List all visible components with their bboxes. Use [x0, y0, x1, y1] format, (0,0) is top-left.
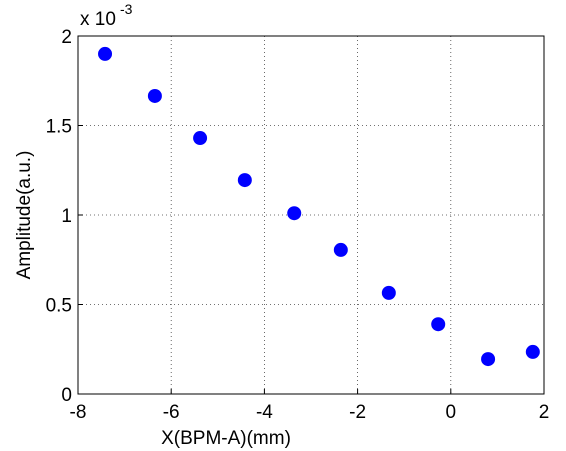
y-tick-label: 2 [61, 27, 72, 48]
point [237, 173, 252, 188]
x-tick-label: -2 [349, 402, 366, 423]
point [525, 344, 540, 359]
y-multiplier: x 10 [80, 9, 116, 30]
y-tick-label: 0 [61, 385, 72, 406]
y-tick-label: 0.5 [46, 296, 72, 317]
plot-frame [77, 35, 545, 395]
point [193, 131, 208, 146]
x-tick-label: -6 [163, 402, 180, 423]
x-tick-label: -8 [70, 402, 87, 423]
x-tick-label: -4 [256, 402, 273, 423]
point [381, 285, 396, 300]
point [98, 46, 113, 61]
y-tick-label: 1 [61, 206, 72, 227]
x-axis-label: X(BPM-A)(mm) [161, 428, 291, 449]
x-tick-label: 0 [446, 402, 457, 423]
point [287, 206, 302, 221]
y-axis-label: Amplitude(a.u.) [14, 151, 35, 280]
point [481, 352, 496, 367]
x-tick-label: 2 [539, 402, 550, 423]
point [431, 317, 446, 332]
y-multiplier-exponent: -3 [120, 1, 133, 17]
point [333, 242, 348, 257]
y-tick-label: 1.5 [46, 117, 72, 138]
point [147, 88, 162, 103]
